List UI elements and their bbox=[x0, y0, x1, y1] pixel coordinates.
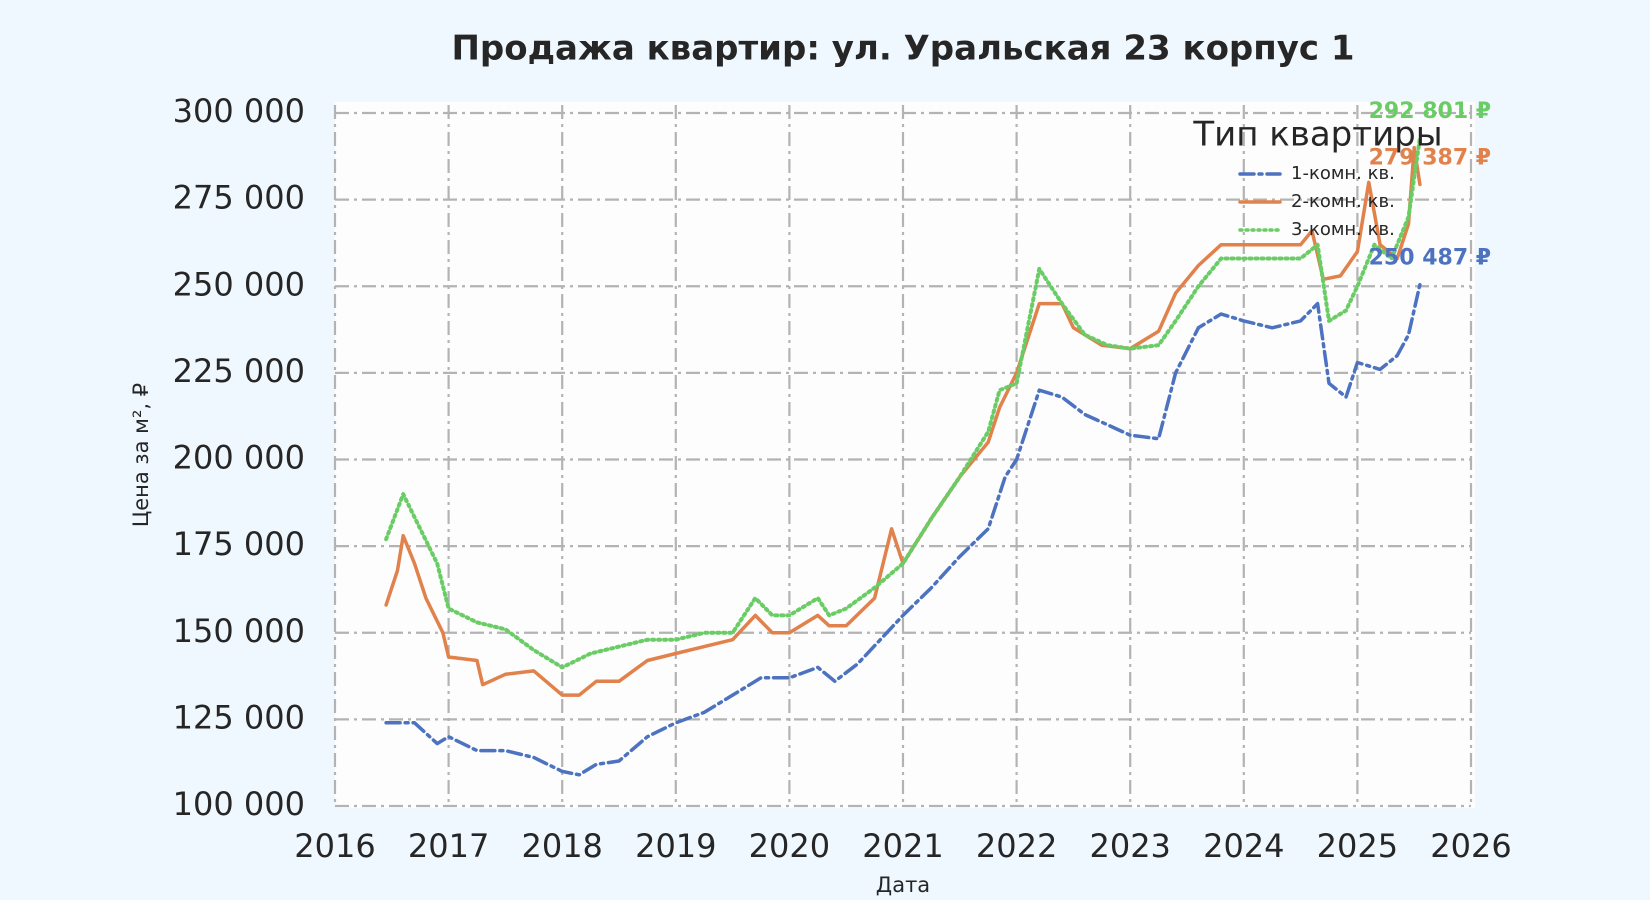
y-tick-label: 200 000 bbox=[173, 439, 305, 477]
x-tick-label: 2024 bbox=[1203, 827, 1284, 865]
legend-title: Тип квартиры bbox=[1192, 115, 1442, 155]
y-tick-label: 250 000 bbox=[173, 265, 305, 303]
legend-label: 1-комн. кв. bbox=[1291, 163, 1395, 184]
end-value-label: 279 387 ₽ bbox=[1369, 145, 1491, 170]
end-value-label: 250 487 ₽ bbox=[1369, 246, 1491, 271]
y-tick-label: 225 000 bbox=[173, 352, 305, 390]
y-tick-label: 150 000 bbox=[173, 612, 305, 650]
x-tick-label: 2018 bbox=[521, 827, 602, 865]
x-tick-label: 2022 bbox=[976, 827, 1057, 865]
x-tick-label: 2025 bbox=[1317, 827, 1398, 865]
plot-area bbox=[335, 102, 1475, 808]
y-tick-label: 175 000 bbox=[173, 525, 305, 563]
y-tick-label: 100 000 bbox=[173, 785, 305, 823]
end-value-label: 292 801 ₽ bbox=[1369, 99, 1491, 124]
x-tick-label: 2021 bbox=[862, 827, 943, 865]
x-tick-label: 2023 bbox=[1089, 827, 1170, 865]
grid bbox=[333, 105, 1473, 808]
legend-label: 3-комн. кв. bbox=[1291, 219, 1395, 240]
y-axis-label: Цена за м², ₽ bbox=[129, 383, 153, 527]
x-tick-label: 2020 bbox=[749, 827, 830, 865]
legend-label: 2-комн. кв. bbox=[1291, 191, 1395, 212]
x-tick-label: 2026 bbox=[1430, 827, 1511, 865]
x-tick-label: 2019 bbox=[635, 827, 716, 865]
lines bbox=[384, 135, 1422, 777]
y-tick-label: 275 000 bbox=[173, 179, 305, 217]
x-tick-label: 2017 bbox=[408, 827, 489, 865]
y-tick-label: 300 000 bbox=[173, 92, 305, 130]
series-line bbox=[384, 282, 1422, 777]
x-axis-label: Дата bbox=[876, 873, 930, 897]
legend: Тип квартиры 1-комн. кв. 2-комн. кв. 3-ком… bbox=[1192, 115, 1442, 241]
series-line bbox=[384, 135, 1422, 670]
y-tick-label: 125 000 bbox=[173, 698, 305, 736]
x-tick-label: 2016 bbox=[294, 827, 375, 865]
chart-title: Продажа квартир: ул. Уральская 23 корпус… bbox=[451, 29, 1354, 69]
